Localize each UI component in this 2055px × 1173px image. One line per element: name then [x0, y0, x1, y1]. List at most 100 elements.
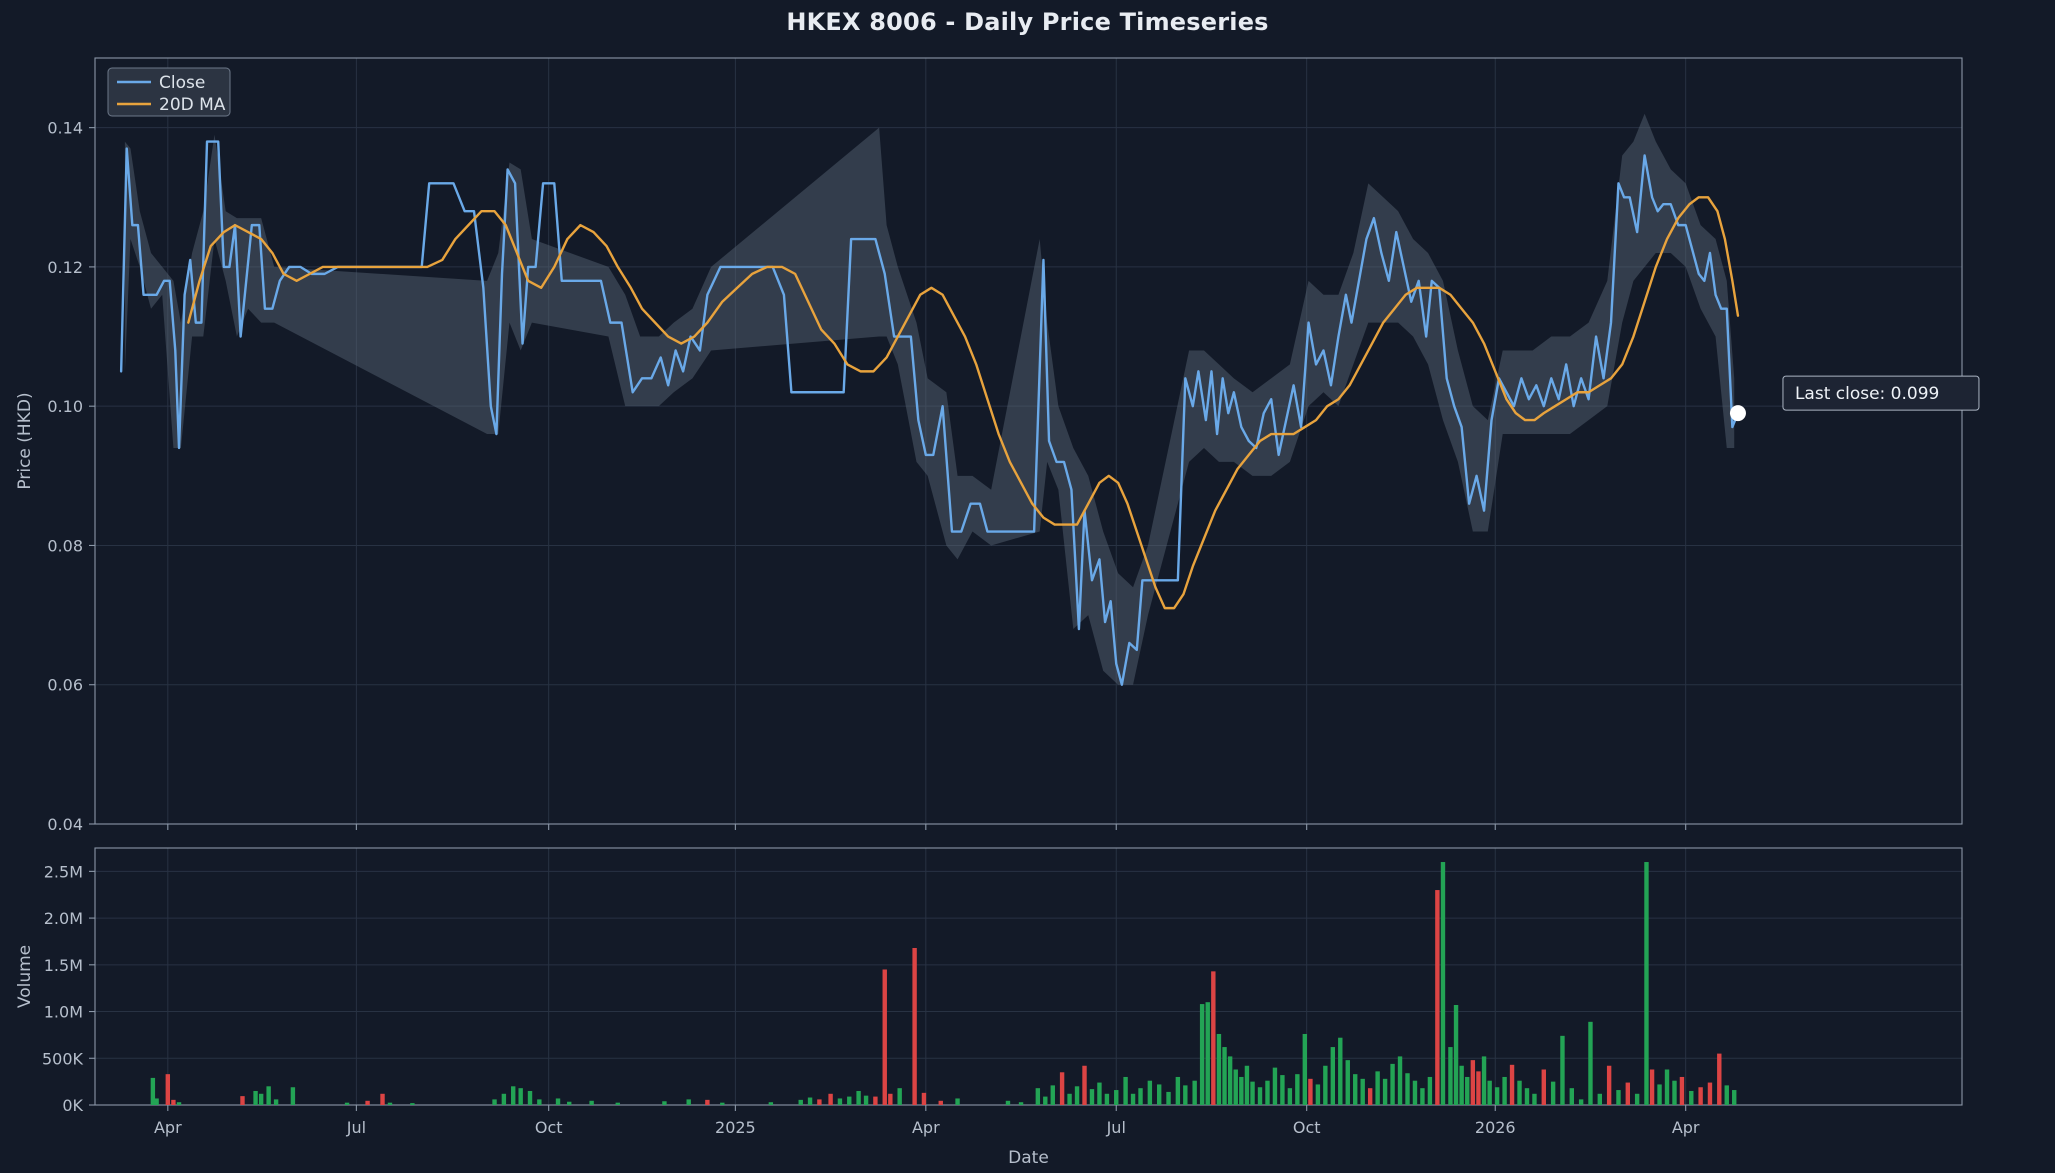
volume-xtick-label: Oct [1293, 1118, 1321, 1137]
volume-bar [1138, 1088, 1143, 1105]
volume-bar [165, 1074, 171, 1105]
volume-bar [1448, 1047, 1453, 1105]
volume-bar [1227, 1056, 1233, 1105]
volume-bar [1502, 1076, 1507, 1105]
volume-xtick-label: Jul [346, 1118, 366, 1137]
volume-bar [527, 1090, 533, 1105]
volume-bar [1375, 1071, 1380, 1105]
price-ytick-label: 0.08 [47, 536, 83, 555]
volume-bar [1541, 1069, 1546, 1105]
volume-bar [1353, 1074, 1358, 1105]
volume-bar [1517, 1080, 1522, 1105]
volume-axis-label-x: Date [1008, 1148, 1049, 1168]
volume-axis-label-y: Volume [15, 945, 35, 1008]
volume-bar [1199, 1004, 1205, 1105]
volume-bar [1476, 1071, 1481, 1105]
volume-bar [1097, 1082, 1102, 1105]
volume-bar [921, 1092, 927, 1105]
volume-bar [1427, 1076, 1433, 1105]
volume-plot-frame [94, 847, 1963, 1106]
volume-bar [1487, 1080, 1492, 1105]
volume-bar [1250, 1081, 1255, 1105]
price-ytick-label: 0.12 [47, 258, 83, 277]
volume-bar [662, 1101, 667, 1105]
volume-bar [1390, 1063, 1395, 1105]
volume-bar [1323, 1065, 1328, 1105]
page-title: HKEX 8006 - Daily Price Timeseries [786, 8, 1269, 36]
volume-bar [768, 1102, 774, 1105]
legend-label-20d-ma: 20D MA [159, 95, 226, 115]
volume-bar [615, 1102, 620, 1105]
volume-bar [1005, 1100, 1011, 1105]
volume-bar [258, 1093, 264, 1105]
volume-bar [1664, 1069, 1670, 1105]
volume-bar [240, 1096, 245, 1105]
price-series-20d-ma [187, 196, 1740, 610]
volume-bar [1360, 1078, 1365, 1105]
volume-bar [1074, 1086, 1080, 1105]
volume-ytick-label: 0K [62, 1096, 83, 1115]
volume-bar [1244, 1065, 1250, 1105]
volume-bar [1082, 1065, 1087, 1105]
volume-bar [1367, 1088, 1373, 1105]
volume-bar [1216, 1033, 1222, 1105]
volume-bar [380, 1093, 385, 1105]
volume-bar [154, 1098, 159, 1105]
volume-bar [1420, 1088, 1425, 1105]
volume-bar [1382, 1078, 1388, 1105]
last-close-annotation-box [1782, 375, 1980, 411]
volume-bar [1338, 1037, 1343, 1105]
volume-xtick-label: Jul [1106, 1118, 1126, 1137]
price-panel: 0.04 0.06 0.08 0.10 0.12 0.14 Price (HKD) [15, 57, 1963, 834]
volume-bar [863, 1095, 869, 1105]
volume-bar [1707, 1082, 1713, 1105]
volume-bar [1679, 1076, 1685, 1105]
volume-bar [828, 1093, 833, 1105]
volume-bar [1183, 1085, 1188, 1105]
volume-bar [873, 1096, 878, 1105]
volume-bar [1465, 1076, 1470, 1105]
volume-bar [798, 1099, 803, 1105]
volume-bar [501, 1093, 507, 1105]
volume-bar [1724, 1085, 1729, 1105]
volume-bar [1532, 1093, 1537, 1105]
volume-bar [1280, 1075, 1285, 1105]
volume-bar [1315, 1084, 1321, 1105]
volume-bar [1287, 1088, 1293, 1105]
volume-bar [1459, 1065, 1464, 1105]
volume-bar [807, 1097, 813, 1105]
volume-bar [912, 947, 917, 1105]
volume-bar [1104, 1093, 1110, 1105]
volume-bar [555, 1098, 561, 1105]
volume-bar [1550, 1081, 1556, 1105]
volume-bar [1114, 1090, 1119, 1105]
volume-bar [897, 1088, 902, 1105]
volume-bar [888, 1093, 893, 1105]
volume-bar [1233, 1069, 1238, 1105]
volume-bar [511, 1086, 516, 1105]
volume-ytick-label: 2.0M [44, 909, 83, 928]
last-close-marker [1729, 405, 1746, 422]
volume-bar [1717, 1053, 1722, 1105]
volume-bar [1050, 1085, 1055, 1105]
legend-label-close: Close [159, 73, 205, 93]
volume-bar [1509, 1064, 1515, 1105]
volume-bar [1606, 1065, 1612, 1105]
volume-bar [1067, 1093, 1072, 1105]
volume-bar [1732, 1090, 1737, 1105]
volume-bar [1397, 1056, 1403, 1105]
price-ytick-label: 0.06 [47, 676, 83, 695]
volume-bar [266, 1086, 271, 1105]
volume-bar [1302, 1033, 1308, 1105]
volume-bar [176, 1102, 182, 1105]
volume-bar [273, 1099, 279, 1105]
volume-xtick-label: Apr [912, 1118, 940, 1137]
volume-xtick-label: Oct [535, 1118, 563, 1137]
price-ytick-label: 0.04 [47, 815, 83, 834]
volume-bar [365, 1100, 370, 1105]
volume-bar [686, 1099, 691, 1105]
volume-bar [1634, 1093, 1640, 1105]
volume-bar [1588, 1021, 1593, 1105]
volume-bar [1644, 862, 1649, 1105]
